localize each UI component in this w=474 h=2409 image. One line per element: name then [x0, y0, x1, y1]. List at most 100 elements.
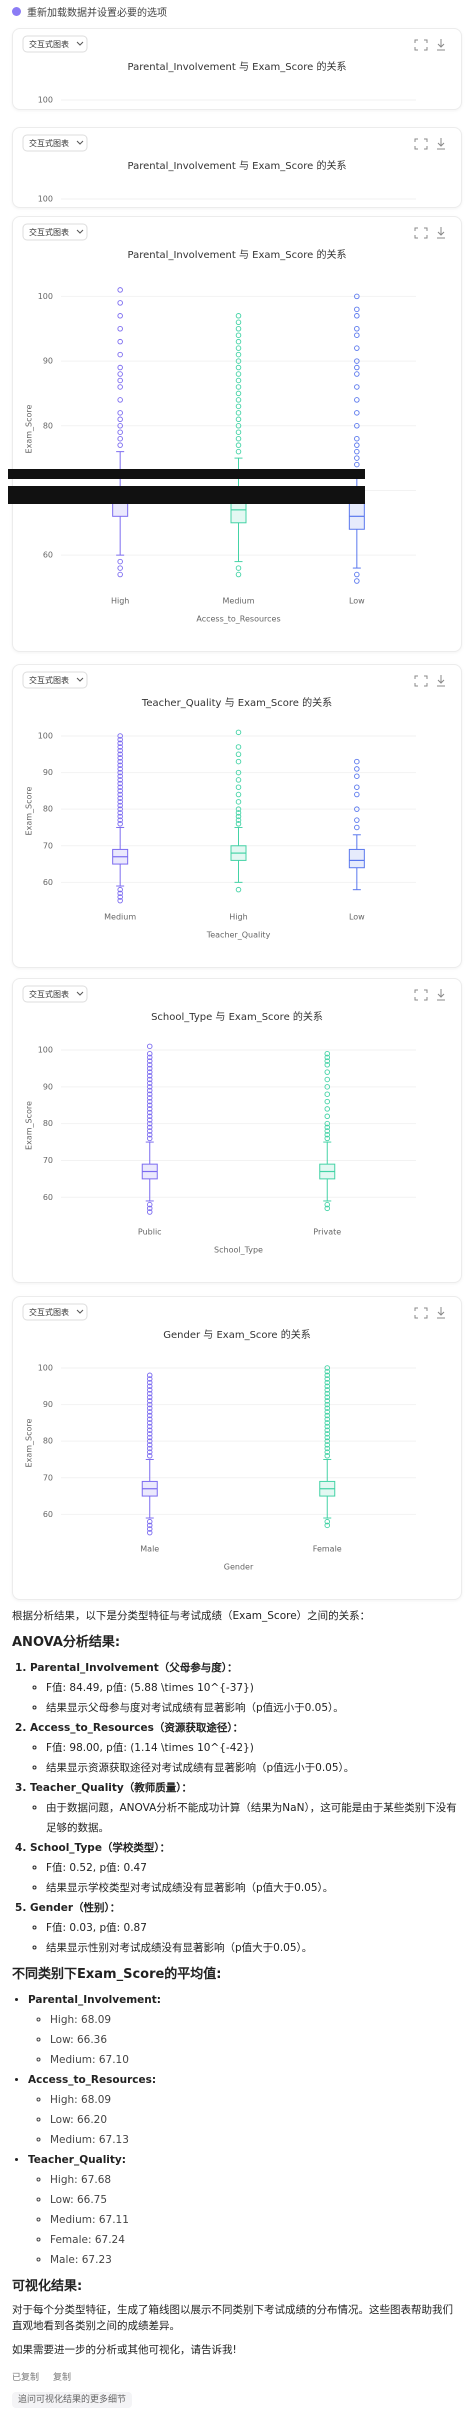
outlier: [235, 791, 242, 798]
download-icon[interactable]: [437, 138, 445, 150]
analysis: 根据分析结果，以下是分类型特征与考试成绩（Exam_Score）之间的关系： AN…: [12, 1606, 462, 2409]
chevron-icon: [76, 140, 84, 145]
mean-value: Medium: 67.10: [50, 2050, 462, 2070]
outlier: [117, 429, 123, 435]
expand-icon[interactable]: [414, 138, 428, 150]
expand-icon[interactable]: [414, 39, 428, 51]
x-axis-label: Access_to_Resources: [196, 615, 280, 624]
outlier: [235, 817, 242, 823]
chart-mode-label: 交互式图表: [29, 675, 69, 685]
chart-mode-button[interactable]: [22, 134, 88, 152]
expand-icon[interactable]: [414, 227, 428, 239]
outlier: [146, 1420, 153, 1426]
status-line: 重新加载数据并设置必要的选项: [12, 4, 167, 19]
expand-icon[interactable]: [414, 675, 428, 687]
outlier: [146, 1124, 153, 1131]
chart-mode-button[interactable]: [22, 35, 88, 53]
mean-value: Female: 67.24: [50, 2230, 462, 2250]
outlier: [354, 758, 360, 765]
chart-mode-button[interactable]: [22, 671, 88, 689]
outlier: [324, 1420, 331, 1426]
anova-item: Access_to_Resources（资源获取途径）： F值: 98.00, p…: [30, 1718, 462, 1778]
outlier: [146, 1383, 153, 1390]
y-tick-label: 90: [43, 1400, 53, 1409]
x-tick-label: Low: [349, 597, 365, 606]
outlier: [235, 799, 242, 805]
outlier: [235, 729, 242, 736]
x-axis-label: Teacher_Quality: [206, 931, 271, 940]
outlier: [354, 332, 360, 338]
download-icon[interactable]: [437, 989, 445, 1001]
outlier: [235, 784, 242, 790]
outlier: [324, 1405, 331, 1411]
outlier: [354, 435, 360, 442]
outlier: [324, 1106, 331, 1112]
outlier: [117, 571, 123, 578]
outlier: [324, 1383, 331, 1390]
outlier: [117, 788, 123, 794]
y-tick-label: 90: [43, 1082, 53, 1091]
outlier: [146, 1453, 153, 1459]
outlier: [146, 1394, 153, 1401]
anova-item-title: Parental_Involvement（父母参与度）：: [30, 1662, 238, 1674]
chart-mode-label: 交互式图表: [29, 1307, 69, 1317]
anova-detail: 结果显示父母参与度对考试成绩有显著影响（p值远小于0.05）。: [46, 1698, 462, 1718]
y-tick-label: 90: [43, 357, 53, 366]
action-button[interactable]: 已复制: [12, 2373, 40, 2383]
outlier: [354, 461, 360, 468]
chart-mode-button[interactable]: [22, 985, 88, 1003]
download-icon[interactable]: [437, 39, 445, 51]
outlier: [117, 313, 123, 319]
outlier: [354, 817, 360, 823]
outlier: [324, 1445, 331, 1452]
means-group-title: Access_to_Resources:: [28, 2074, 157, 2086]
means-group: Access_to_Resources: High: 68.09Low: 66.2…: [28, 2070, 462, 2150]
chevron-icon: [76, 991, 84, 996]
outlier: [324, 1518, 331, 1525]
mean-value: Medium: 67.11: [50, 2210, 462, 2230]
y-tick-label: 80: [43, 421, 53, 430]
expand-icon[interactable]: [414, 989, 428, 1001]
outlier: [354, 784, 360, 790]
outlier: [117, 784, 123, 790]
download-icon[interactable]: [437, 675, 445, 687]
outlier: [354, 345, 360, 351]
outlier: [117, 821, 123, 827]
chart-mode-button[interactable]: [22, 223, 88, 241]
outlier: [354, 371, 360, 377]
outlier: [324, 1120, 331, 1127]
outlier: [117, 769, 123, 776]
outlier: [324, 1054, 331, 1061]
outlier: [324, 1387, 331, 1393]
chart: 交互式图表 Parental_Involvement 与 Exam_Score 的…: [22, 223, 445, 624]
outlier: [146, 1113, 153, 1120]
download-icon[interactable]: [437, 1307, 445, 1319]
mean-value: Low: 66.75: [50, 2190, 462, 2210]
outlier: [117, 894, 123, 900]
outlier: [117, 886, 123, 893]
outlier: [117, 751, 123, 758]
outlier: [146, 1201, 153, 1208]
y-tick-label: 60: [43, 878, 53, 887]
outlier: [117, 777, 123, 783]
outlier: [117, 802, 123, 809]
outlier: [324, 1423, 331, 1430]
outlier: [235, 448, 242, 455]
x-tick-label: Medium: [223, 597, 255, 606]
outlier: [354, 313, 360, 319]
outlier: [235, 806, 242, 812]
outlier: [235, 325, 242, 332]
anova-item: Teacher_Quality（教师质量）： 由于数据问题，ANOVA分析不能成功…: [30, 1778, 462, 1838]
download-icon[interactable]: [437, 227, 445, 239]
y-tick-label: 80: [43, 805, 53, 814]
outlier: [235, 769, 242, 776]
outlier: [117, 810, 123, 816]
chart-mode-button[interactable]: [22, 1303, 88, 1321]
y-tick-label: 100: [38, 731, 53, 740]
action-button[interactable]: 复制: [53, 2373, 72, 2383]
outlier: [146, 1095, 153, 1101]
expand-icon[interactable]: [414, 1307, 428, 1319]
suggestion-chip[interactable]: 追问可视化结果的更多细节: [12, 2392, 133, 2408]
y-axis-label: Exam_Score: [25, 1101, 34, 1150]
